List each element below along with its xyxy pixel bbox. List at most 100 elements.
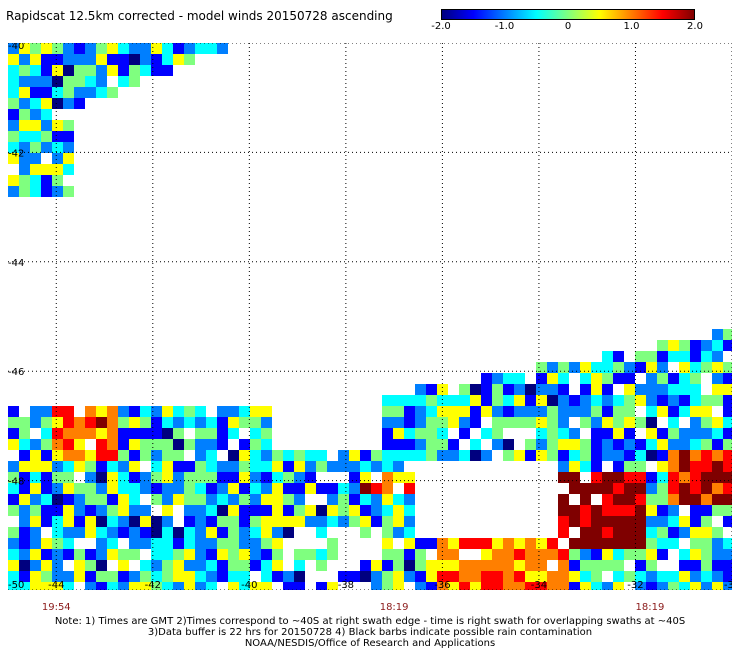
wind-difference-cell bbox=[316, 450, 327, 461]
wind-difference-cell bbox=[723, 406, 732, 417]
wind-difference-cell bbox=[690, 461, 701, 472]
wind-difference-cell bbox=[701, 582, 712, 590]
wind-difference-cell bbox=[140, 483, 151, 494]
wind-difference-cell bbox=[690, 362, 701, 373]
wind-difference-cell bbox=[371, 461, 382, 472]
wind-difference-cell bbox=[261, 516, 272, 527]
wind-difference-cell bbox=[118, 428, 129, 439]
wind-difference-cell bbox=[63, 527, 74, 538]
wind-difference-cell bbox=[52, 472, 63, 483]
wind-difference-cell bbox=[250, 406, 261, 417]
wind-difference-cell bbox=[19, 54, 30, 65]
wind-difference-cell bbox=[690, 549, 701, 560]
wind-difference-cell bbox=[19, 417, 30, 428]
wind-difference-cell bbox=[140, 417, 151, 428]
wind-difference-cell bbox=[129, 417, 140, 428]
wind-difference-cell bbox=[580, 483, 591, 494]
wind-difference-cell bbox=[63, 428, 74, 439]
wind-difference-cell bbox=[30, 54, 41, 65]
wind-difference-cell bbox=[624, 439, 635, 450]
wind-difference-cell bbox=[404, 560, 415, 571]
wind-difference-cell bbox=[360, 494, 371, 505]
wind-difference-cell bbox=[184, 43, 195, 54]
wind-difference-cell bbox=[195, 450, 206, 461]
wind-difference-cell bbox=[712, 395, 723, 406]
wind-difference-cell bbox=[195, 439, 206, 450]
wind-difference-cell bbox=[107, 483, 118, 494]
wind-difference-cell bbox=[184, 472, 195, 483]
wind-difference-cell bbox=[470, 406, 481, 417]
wind-difference-cell bbox=[63, 406, 74, 417]
wind-difference-map: -44 -42 -40 -38 -36 -34 -32 -30 -40 -42 -44 -46 -48 -… bbox=[8, 43, 732, 590]
wind-difference-cell bbox=[514, 560, 525, 571]
wind-difference-cell bbox=[184, 505, 195, 516]
wind-difference-cell bbox=[492, 549, 503, 560]
wind-difference-cell bbox=[382, 549, 393, 560]
wind-difference-cell bbox=[162, 549, 173, 560]
wind-difference-cell bbox=[690, 428, 701, 439]
wind-difference-cell bbox=[701, 406, 712, 417]
wind-difference-cell bbox=[206, 417, 217, 428]
wind-difference-cell bbox=[217, 428, 228, 439]
wind-difference-cell bbox=[327, 461, 338, 472]
wind-difference-cell bbox=[30, 505, 41, 516]
wind-difference-cell bbox=[459, 538, 470, 549]
wind-difference-cell bbox=[646, 351, 657, 362]
wind-difference-cell bbox=[580, 582, 591, 590]
wind-difference-cell bbox=[547, 373, 558, 384]
wind-difference-cell bbox=[74, 417, 85, 428]
wind-difference-cell bbox=[8, 461, 19, 472]
wind-difference-cell bbox=[184, 406, 195, 417]
wind-difference-cell bbox=[151, 439, 162, 450]
wind-difference-cell bbox=[514, 549, 525, 560]
wind-difference-cell bbox=[118, 571, 129, 582]
wind-difference-cell bbox=[525, 571, 536, 582]
wind-difference-cell bbox=[107, 582, 118, 590]
wind-difference-cell bbox=[63, 538, 74, 549]
wind-difference-cell bbox=[107, 505, 118, 516]
wind-difference-cell bbox=[63, 450, 74, 461]
wind-difference-cell bbox=[723, 560, 732, 571]
wind-difference-cell bbox=[8, 98, 19, 109]
wind-difference-cell bbox=[558, 428, 569, 439]
wind-difference-cell bbox=[349, 461, 360, 472]
wind-difference-cell bbox=[635, 417, 646, 428]
wind-difference-cell bbox=[591, 406, 602, 417]
wind-difference-cell bbox=[41, 494, 52, 505]
wind-difference-cell bbox=[657, 373, 668, 384]
wind-difference-cell bbox=[250, 417, 261, 428]
wind-difference-cell bbox=[19, 439, 30, 450]
wind-difference-cell bbox=[173, 417, 184, 428]
wind-difference-cell bbox=[679, 395, 690, 406]
wind-difference-cell bbox=[492, 395, 503, 406]
wind-difference-cell bbox=[690, 472, 701, 483]
swath-time-label: 18:19 bbox=[635, 602, 665, 613]
wind-difference-cell bbox=[239, 450, 250, 461]
wind-difference-cell bbox=[371, 483, 382, 494]
wind-difference-cell bbox=[41, 450, 52, 461]
wind-difference-cell bbox=[107, 439, 118, 450]
wind-difference-cell bbox=[96, 417, 107, 428]
wind-difference-cell bbox=[52, 560, 63, 571]
wind-difference-cell bbox=[140, 43, 151, 54]
wind-difference-cell bbox=[657, 494, 668, 505]
wind-difference-cell bbox=[19, 461, 30, 472]
wind-difference-cell bbox=[470, 395, 481, 406]
wind-difference-cell bbox=[404, 483, 415, 494]
wind-difference-cell bbox=[690, 538, 701, 549]
wind-difference-cell bbox=[107, 461, 118, 472]
wind-difference-cell bbox=[151, 560, 162, 571]
wind-difference-cell bbox=[173, 571, 184, 582]
wind-difference-cell bbox=[239, 516, 250, 527]
wind-difference-cell bbox=[173, 494, 184, 505]
wind-difference-cell bbox=[646, 560, 657, 571]
wind-difference-cell bbox=[712, 461, 723, 472]
wind-difference-cell bbox=[41, 505, 52, 516]
wind-difference-cell bbox=[426, 439, 437, 450]
wind-difference-cell bbox=[96, 43, 107, 54]
wind-difference-cell bbox=[591, 582, 602, 590]
wind-difference-cell bbox=[503, 384, 514, 395]
wind-difference-cell bbox=[250, 582, 261, 590]
wind-difference-cell bbox=[393, 494, 404, 505]
wind-difference-cell bbox=[52, 406, 63, 417]
